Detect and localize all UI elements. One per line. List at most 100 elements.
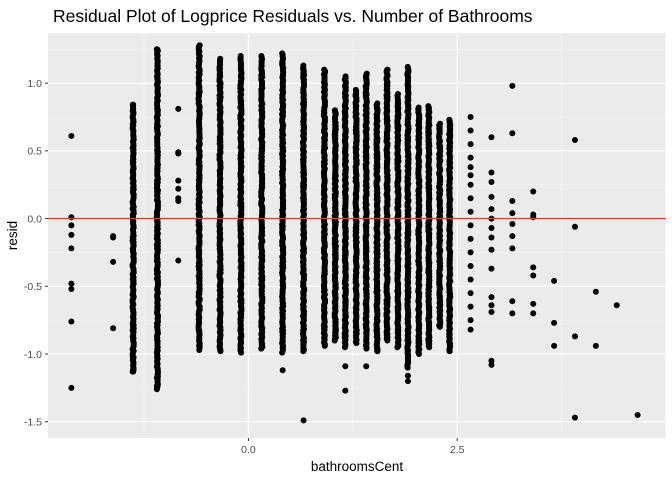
data-point xyxy=(342,76,349,83)
data-point xyxy=(68,318,75,325)
data-point xyxy=(415,346,422,353)
data-point xyxy=(258,342,265,349)
data-point xyxy=(196,346,203,353)
data-point xyxy=(404,378,411,385)
data-point xyxy=(592,288,599,295)
data-point xyxy=(321,78,328,85)
data-point xyxy=(342,363,349,370)
data-point xyxy=(425,337,432,344)
data-point xyxy=(130,361,137,368)
data-point xyxy=(374,104,381,111)
data-point xyxy=(237,66,244,73)
data-point xyxy=(353,91,360,98)
data-point xyxy=(321,326,328,333)
data-point xyxy=(342,330,349,337)
data-point xyxy=(488,179,495,185)
data-point xyxy=(384,82,391,89)
data-point xyxy=(321,336,328,343)
data-point xyxy=(384,323,391,330)
data-point xyxy=(175,185,182,192)
data-point xyxy=(363,75,370,82)
data-point xyxy=(300,67,307,74)
data-point xyxy=(436,323,443,330)
data-point xyxy=(467,303,474,310)
data-point xyxy=(488,246,495,253)
data-point xyxy=(237,345,244,352)
data-point xyxy=(175,257,182,264)
data-point xyxy=(258,72,265,79)
data-point xyxy=(571,333,578,340)
data-point xyxy=(68,132,75,139)
data-point xyxy=(551,319,558,326)
data-point xyxy=(488,302,495,309)
data-point xyxy=(154,62,161,69)
data-point xyxy=(363,329,370,336)
data-point xyxy=(530,300,537,307)
data-point xyxy=(467,262,474,269)
data-point xyxy=(592,342,599,349)
data-point xyxy=(571,414,578,421)
data-point xyxy=(404,83,411,90)
data-point xyxy=(196,43,203,50)
data-point xyxy=(530,264,537,271)
data-point xyxy=(426,344,433,351)
data-point xyxy=(342,387,349,394)
data-point xyxy=(613,302,620,309)
data-point xyxy=(279,349,286,356)
data-point xyxy=(363,363,370,370)
data-point xyxy=(488,193,495,200)
data-point xyxy=(394,102,401,109)
data-point xyxy=(446,122,453,129)
data-point xyxy=(571,223,578,230)
data-point xyxy=(415,120,422,127)
data-point xyxy=(374,346,381,353)
data-point xyxy=(467,113,474,120)
data-point xyxy=(404,372,411,379)
data-point xyxy=(130,368,137,375)
data-point xyxy=(331,337,338,344)
data-point xyxy=(384,333,391,340)
data-point xyxy=(509,233,516,240)
data-point xyxy=(436,308,443,315)
data-point xyxy=(394,343,401,350)
data-point xyxy=(363,325,370,332)
data-point xyxy=(237,326,244,333)
data-point xyxy=(196,342,203,349)
data-point xyxy=(342,91,349,98)
data-point xyxy=(300,417,307,424)
data-point xyxy=(488,294,495,301)
data-point xyxy=(467,208,474,215)
data-point xyxy=(237,74,244,81)
x-axis-title: bathroomsCent xyxy=(311,459,404,474)
data-point xyxy=(425,119,432,126)
data-point xyxy=(404,354,411,361)
data-point xyxy=(488,134,495,141)
data-point xyxy=(279,60,286,67)
data-point xyxy=(68,222,75,229)
data-point xyxy=(258,325,265,332)
data-point xyxy=(130,108,137,115)
data-point xyxy=(404,72,411,79)
data-point xyxy=(467,276,474,283)
data-point xyxy=(384,337,391,344)
y-tick-label: 0.5 xyxy=(27,146,42,158)
data-point xyxy=(551,277,558,284)
data-point xyxy=(425,109,432,116)
data-point xyxy=(467,181,474,188)
data-point xyxy=(551,342,558,349)
data-point xyxy=(68,231,75,238)
data-point xyxy=(175,197,182,204)
data-point xyxy=(509,210,516,217)
data-point xyxy=(341,344,348,351)
data-point xyxy=(530,310,537,317)
chart-title: Residual Plot of Logprice Residuals vs. … xyxy=(53,6,533,26)
data-point xyxy=(436,130,443,137)
data-point xyxy=(279,339,286,346)
data-point xyxy=(217,341,224,348)
y-tick-label: -0.5 xyxy=(24,281,42,293)
data-point xyxy=(467,235,474,242)
data-point xyxy=(488,265,495,272)
data-point xyxy=(416,351,423,358)
data-point xyxy=(415,337,422,344)
data-point xyxy=(175,150,182,157)
